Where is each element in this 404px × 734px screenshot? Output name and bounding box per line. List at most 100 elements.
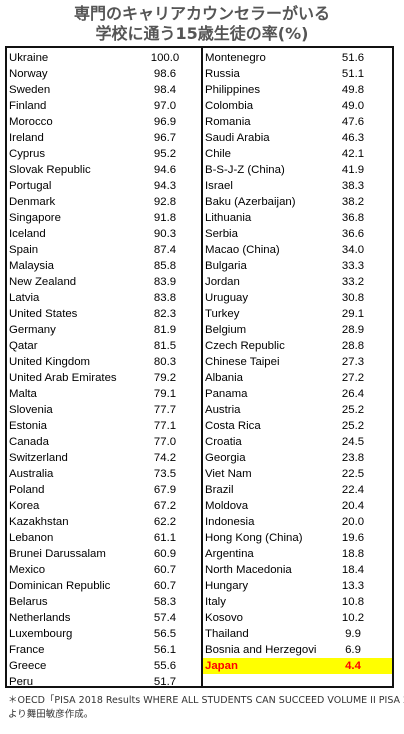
table-row: Poland 67.9 [7, 482, 201, 498]
percentage-value: 23.8 [341, 452, 365, 464]
country-name: Finland [9, 100, 47, 112]
table-row: Canada 77.0 [7, 434, 201, 450]
country-name: Georgia [205, 452, 246, 464]
country-name: Argentina [205, 548, 254, 560]
country-name: Poland [9, 484, 45, 496]
table-title-line-2: 学校に通う15歳生徒の率(%) [95, 24, 309, 43]
table-row: Ireland 96.7 [7, 130, 201, 146]
percentage-value: 42.1 [341, 148, 365, 160]
percentage-value: 49.8 [341, 84, 365, 96]
percentage-value: 61.1 [153, 532, 177, 544]
country-name: Slovak Republic [9, 164, 91, 176]
table-row: Moldova 20.4 [203, 498, 392, 514]
percentage-value: 67.2 [153, 500, 177, 512]
percentage-value: 97.0 [153, 100, 177, 112]
percentage-value: 51.7 [153, 676, 177, 688]
country-name: Croatia [205, 436, 242, 448]
table-row: Bulgaria 33.3 [203, 258, 392, 274]
table-row: Belgium 28.9 [203, 322, 392, 338]
country-name: United States [9, 308, 78, 320]
percentage-value: 81.5 [153, 340, 177, 352]
table-row: Malaysia 85.8 [7, 258, 201, 274]
percentage-value: 58.3 [153, 596, 177, 608]
percentage-value: 38.3 [341, 180, 365, 192]
left-column: Ukraine 100.0 Norway 98.6 Sweden 98.4 Finland 9… [7, 50, 201, 690]
percentage-value: 77.1 [153, 420, 177, 432]
percentage-value: 13.3 [341, 580, 365, 592]
percentage-value: 83.8 [153, 292, 177, 304]
table-row: Australia 73.5 [7, 466, 201, 482]
country-name: Montenegro [205, 52, 266, 64]
country-name: B-S-J-Z (China) [205, 164, 285, 176]
country-name: Luxembourg [9, 628, 73, 640]
country-name: New Zealand [9, 276, 77, 288]
country-name: Dominican Republic [9, 580, 111, 592]
table-row: Belarus 58.3 [7, 594, 201, 610]
country-name: Saudi Arabia [205, 132, 270, 144]
percentage-value: 47.6 [341, 116, 365, 128]
percentage-value: 79.2 [153, 372, 177, 384]
country-name: Mexico [9, 564, 46, 576]
percentage-value: 51.6 [341, 52, 365, 64]
table-row: Luxembourg 56.5 [7, 626, 201, 642]
percentage-value: 10.8 [341, 596, 365, 608]
percentage-value: 20.0 [341, 516, 365, 528]
country-name: Denmark [9, 196, 56, 208]
table-row: United Arab Emirates 79.2 [7, 370, 201, 386]
table-row: United States 82.3 [7, 306, 201, 322]
country-name: Hong Kong (China) [205, 532, 303, 544]
table-row: New Zealand 83.9 [7, 274, 201, 290]
country-name: Kazakhstan [9, 516, 69, 528]
country-name: Bosnia and Herzegovi [205, 644, 317, 656]
percentage-value: 46.3 [341, 132, 365, 144]
percentage-value: 22.5 [341, 468, 365, 480]
table-row: Serbia 36.6 [203, 226, 392, 242]
table-row: Chinese Taipei 27.3 [203, 354, 392, 370]
table-row: Russia 51.1 [203, 66, 392, 82]
percentage-value: 94.3 [153, 180, 177, 192]
table-row: Lithuania 36.8 [203, 210, 392, 226]
percentage-value: 28.8 [341, 340, 365, 352]
percentage-value: 18.4 [341, 564, 365, 576]
table-row: Turkey 29.1 [203, 306, 392, 322]
percentage-value: 20.4 [341, 500, 365, 512]
country-name: Russia [205, 68, 240, 80]
table-row: Macao (China) 34.0 [203, 242, 392, 258]
country-name: Cyprus [9, 148, 46, 160]
country-name: United Kingdom [9, 356, 91, 368]
table-row: Argentina 18.8 [203, 546, 392, 562]
table-row: United Kingdom 80.3 [7, 354, 201, 370]
country-name: Costa Rica [205, 420, 261, 432]
percentage-value: 56.5 [153, 628, 177, 640]
table-row: Chile 42.1 [203, 146, 392, 162]
country-name: Panama [205, 388, 248, 400]
table-row: Spain 87.4 [7, 242, 201, 258]
percentage-value: 60.7 [153, 564, 177, 576]
table-row: Colombia 49.0 [203, 98, 392, 114]
country-name: Uruguay [205, 292, 249, 304]
percentage-value: 92.8 [153, 196, 177, 208]
table-row: Estonia 77.1 [7, 418, 201, 434]
percentage-value: 83.9 [153, 276, 177, 288]
country-name: Netherlands [9, 612, 71, 624]
country-name: Lebanon [9, 532, 54, 544]
percentage-value: 27.2 [341, 372, 365, 384]
table-row: Austria 25.2 [203, 402, 392, 418]
percentage-value: 91.8 [153, 212, 177, 224]
country-name: Brazil [205, 484, 234, 496]
table-row: Switzerland 74.2 [7, 450, 201, 466]
percentage-value: 25.2 [341, 420, 365, 432]
table-row: Georgia 23.8 [203, 450, 392, 466]
percentage-value: 94.6 [153, 164, 177, 176]
country-name: Lithuania [205, 212, 252, 224]
author-footnote: より舞田敏彦作成。 [8, 709, 94, 720]
percentage-value: 98.4 [153, 84, 177, 96]
percentage-value: 36.6 [341, 228, 365, 240]
percentage-value: 36.8 [341, 212, 365, 224]
country-name: Bulgaria [205, 260, 247, 272]
country-name: Spain [9, 244, 39, 256]
table-row: Kosovo 10.2 [203, 610, 392, 626]
country-name: Norway [9, 68, 48, 80]
country-name: Kosovo [205, 612, 243, 624]
table-row: Hong Kong (China) 19.6 [203, 530, 392, 546]
